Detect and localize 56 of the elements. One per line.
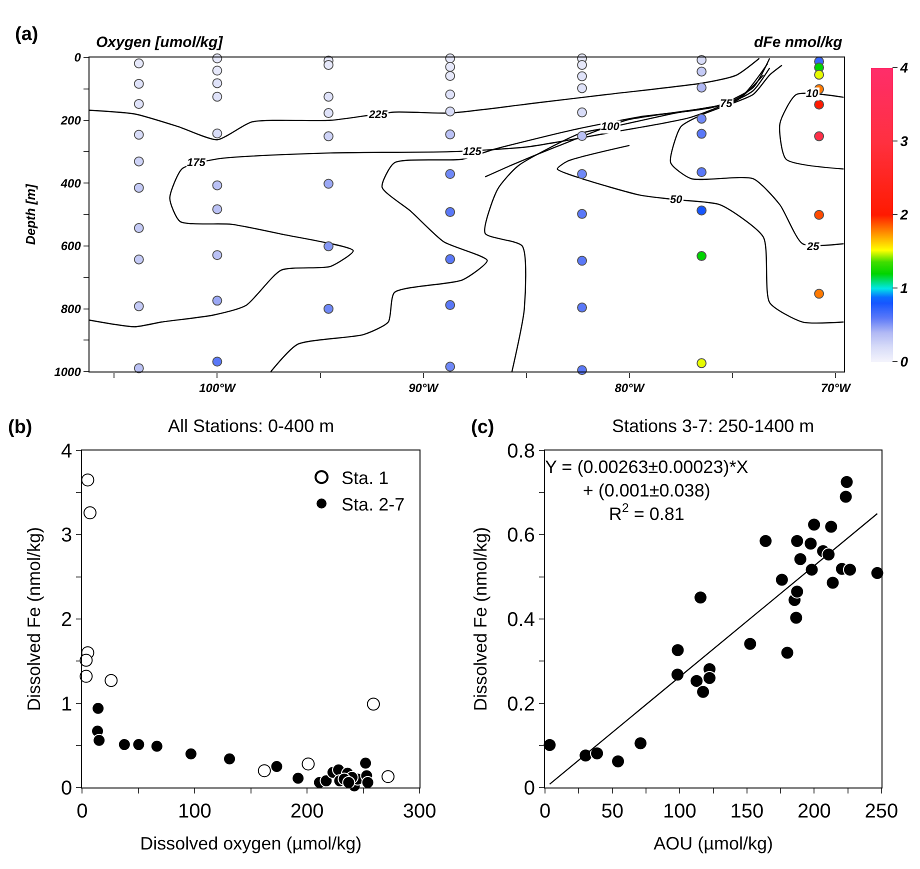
annotation: 25 [806,241,820,253]
x-tick-label: 90°W [408,381,440,396]
x-tick-label: 200 [290,800,324,823]
y-tick-label: 800 [60,302,82,316]
annotation: 225 [368,109,388,121]
y-tick-label: 400 [60,176,82,190]
legend-label: Sta. 1 [342,468,389,488]
y-axis-title: Dissolved Fe (nmol/kg) [24,526,44,712]
y-tick-label: 4 [61,440,72,462]
y-tick-label: 2 [61,608,72,631]
y-tick-label: 0 [524,778,535,800]
y-tick-label: 600 [60,239,82,254]
annotation: 75 [720,98,734,110]
annotation: 125 [463,146,482,158]
y-tick-label: 1000 [54,364,82,379]
annotation: Y = (0.00263±0.00023)*X + (0.001±0.038) R$^{2}$ = 0.81 [545,457,748,524]
x-tick-label: 200 [798,800,831,823]
color-bar-label: 2 [899,206,908,222]
x-tick-label: 100 [662,800,696,823]
x-tick-label: 70°W [820,381,852,396]
color-bar-label: 0 [900,353,908,370]
x-tick-label: 0 [540,800,551,823]
x-tick-label: 300 [402,800,436,823]
y-tick-label: 1 [61,693,72,716]
color-bar-label: 3 [900,132,908,149]
chart-title: Oxygen [umol/kg] [96,34,224,51]
legend-label: Sta. 2-7 [342,494,405,515]
y-axis-title: Dissolved Fe (nmol/kg) [470,526,490,712]
x-axis-title: Dissolved oxygen (µmol/kg) [140,834,362,854]
x-tick-label: 250 [864,800,898,823]
annotation: 50 [670,194,684,206]
y-tick-label: 0.6 [507,524,535,547]
color-bar-label: 1 [900,280,908,296]
chart-title: Stations 3-7: 250-1400 m [612,416,814,436]
y-tick-label: 3 [61,524,72,547]
y-tick-label: 0 [61,778,72,800]
chart-title: All Stations: 0-400 m [168,416,334,436]
y-tick-label: 200 [60,113,82,128]
x-axis-title: AOU (µmol/kg) [654,834,773,854]
annotation: 10 [806,88,820,100]
x-tick-label: 50 [601,800,624,823]
x-tick-label: 150 [730,800,764,823]
annotation: 175 [187,157,206,169]
text: (a) [15,24,38,45]
y-axis-title: Depth [m] [23,184,38,245]
color-bar-label: 4 [899,59,908,76]
x-tick-label: 80°W [614,381,646,396]
y-tick-label: 0.8 [507,440,535,462]
y-tick-label: 0.4 [507,608,535,631]
text: (c) [471,417,494,438]
x-tick-label: 100 [178,800,212,823]
y-tick-label: 0 [74,50,82,65]
y-tick-label: 0.2 [507,693,535,716]
color-bar-title: dFe nmol/kg [754,34,842,51]
x-tick-label: 100°W [199,381,237,396]
text: (b) [8,417,32,438]
